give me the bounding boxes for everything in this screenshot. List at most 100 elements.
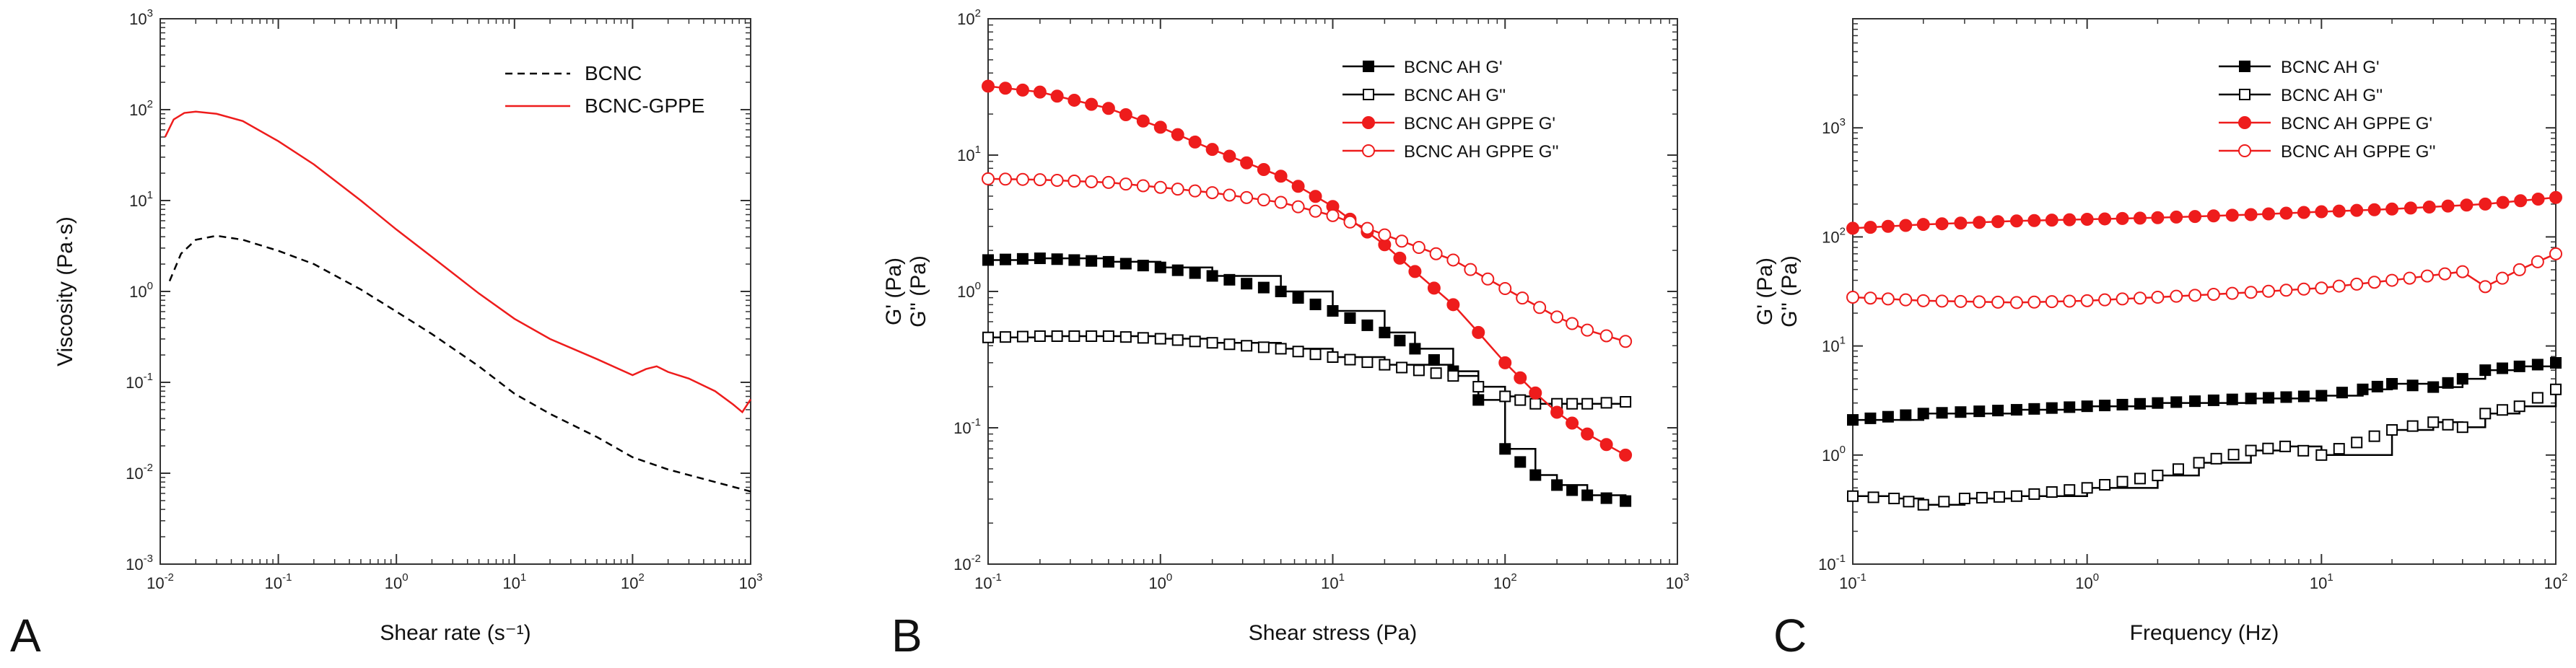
data-point xyxy=(2350,203,2364,217)
data-point xyxy=(1119,107,1132,121)
data-point xyxy=(1881,219,1895,233)
data-point xyxy=(1361,221,1374,235)
data-point xyxy=(1935,217,1949,231)
y-axis-label: G'' (Pa) xyxy=(907,255,930,328)
data-point xyxy=(1954,294,1968,308)
legend-marker xyxy=(2238,116,2251,129)
data-point xyxy=(2456,421,2468,434)
legend-label: BCNC AH G' xyxy=(1404,58,1503,77)
data-point xyxy=(1864,221,1877,234)
data-point xyxy=(1427,281,1441,295)
data-point xyxy=(1206,270,1218,282)
series-1 xyxy=(982,330,1632,410)
data-point xyxy=(2064,484,2076,496)
data-point xyxy=(1446,253,1460,267)
legend: BCNC AH G' BCNC AH G'' BCNC AH GPPE G' BCNC… xyxy=(2219,58,2436,162)
data-point xyxy=(998,172,1012,186)
data-point xyxy=(2080,294,2094,307)
data-point xyxy=(2172,463,2184,475)
data-point xyxy=(1067,93,1081,107)
x-axis-label: Frequency (Hz) xyxy=(2130,621,2279,645)
data-point xyxy=(1292,291,1304,304)
data-point xyxy=(1275,286,1287,297)
data-point xyxy=(1551,479,1563,491)
data-point xyxy=(1498,281,1512,295)
data-point xyxy=(2455,265,2469,278)
y-axis-label: G' (Pa) xyxy=(882,258,906,325)
y-tick-label: 100 xyxy=(129,280,153,301)
data-point xyxy=(2550,357,2562,369)
legend-marker xyxy=(1363,89,1374,100)
data-point xyxy=(2279,440,2292,452)
data-point xyxy=(2442,377,2454,389)
series-line xyxy=(164,110,752,414)
legend-marker xyxy=(1362,144,1375,157)
legend: BCNC BCNC-GPPE xyxy=(505,62,704,117)
data-point xyxy=(2367,276,2381,289)
legend-label: BCNC AH GPPE G'' xyxy=(2281,142,2436,162)
data-point xyxy=(2427,416,2440,429)
data-point xyxy=(1620,396,1632,408)
data-point xyxy=(1619,448,1633,462)
data-point xyxy=(2420,269,2434,283)
data-point xyxy=(2193,457,2205,469)
data-point xyxy=(2152,397,2164,409)
data-point xyxy=(2406,420,2419,432)
data-point xyxy=(1973,295,1986,309)
data-point xyxy=(1514,456,1527,468)
y-tick-label: 101 xyxy=(1822,335,1846,356)
data-point xyxy=(1274,170,1288,183)
data-point xyxy=(2456,373,2468,385)
x-tick-label: 10-1 xyxy=(1839,571,1866,592)
data-point xyxy=(1899,219,1913,232)
data-point xyxy=(2406,379,2419,392)
data-point xyxy=(2134,473,2146,485)
data-point xyxy=(1413,364,1425,377)
data-point xyxy=(1050,89,1064,103)
data-point xyxy=(1516,291,1529,305)
data-point xyxy=(1257,163,1270,177)
legend-label: BCNC AH G' xyxy=(2281,58,2380,77)
data-point xyxy=(1498,356,1512,369)
data-point xyxy=(2009,214,2023,228)
legend-marker xyxy=(2239,89,2250,100)
data-point xyxy=(2045,295,2058,309)
data-point xyxy=(1050,174,1064,188)
data-point xyxy=(2244,208,2258,221)
data-point xyxy=(2133,211,2147,225)
data-point xyxy=(2151,211,2165,224)
data-point xyxy=(1257,341,1270,353)
data-point xyxy=(2064,401,2076,413)
data-point xyxy=(2479,408,2492,420)
data-point xyxy=(2010,404,2022,416)
data-point xyxy=(2315,205,2328,219)
y-axis-label: Viscosity (Pa·s) xyxy=(53,216,77,366)
y-tick-label: 10-2 xyxy=(126,462,153,483)
series-line xyxy=(1852,252,2557,304)
legend-marker xyxy=(2238,144,2251,157)
data-point xyxy=(1119,258,1132,270)
y-tick-label: 10-1 xyxy=(953,416,981,437)
x-tick-label: 100 xyxy=(385,571,409,592)
data-point xyxy=(1936,407,1948,419)
data-point xyxy=(2206,209,2220,223)
y-tick-label: 101 xyxy=(129,189,153,210)
data-point xyxy=(1016,83,1029,97)
data-point xyxy=(2297,444,2310,457)
series-3 xyxy=(1846,247,2562,309)
data-point xyxy=(2081,400,2093,413)
data-point xyxy=(1430,367,1442,379)
y-tick-label: 102 xyxy=(129,98,153,119)
data-point xyxy=(1292,346,1304,358)
data-point xyxy=(2279,284,2293,297)
data-point xyxy=(1067,175,1081,188)
data-point xyxy=(2027,214,2041,227)
x-tick-label: 10-1 xyxy=(974,571,1002,592)
data-point xyxy=(2513,360,2525,372)
data-point xyxy=(1429,247,1443,260)
y-tick-label: 103 xyxy=(129,7,153,28)
data-point xyxy=(2244,286,2258,299)
data-point xyxy=(1993,491,2005,503)
series-0 xyxy=(168,234,751,493)
y-tick-label: 10-2 xyxy=(953,553,981,573)
